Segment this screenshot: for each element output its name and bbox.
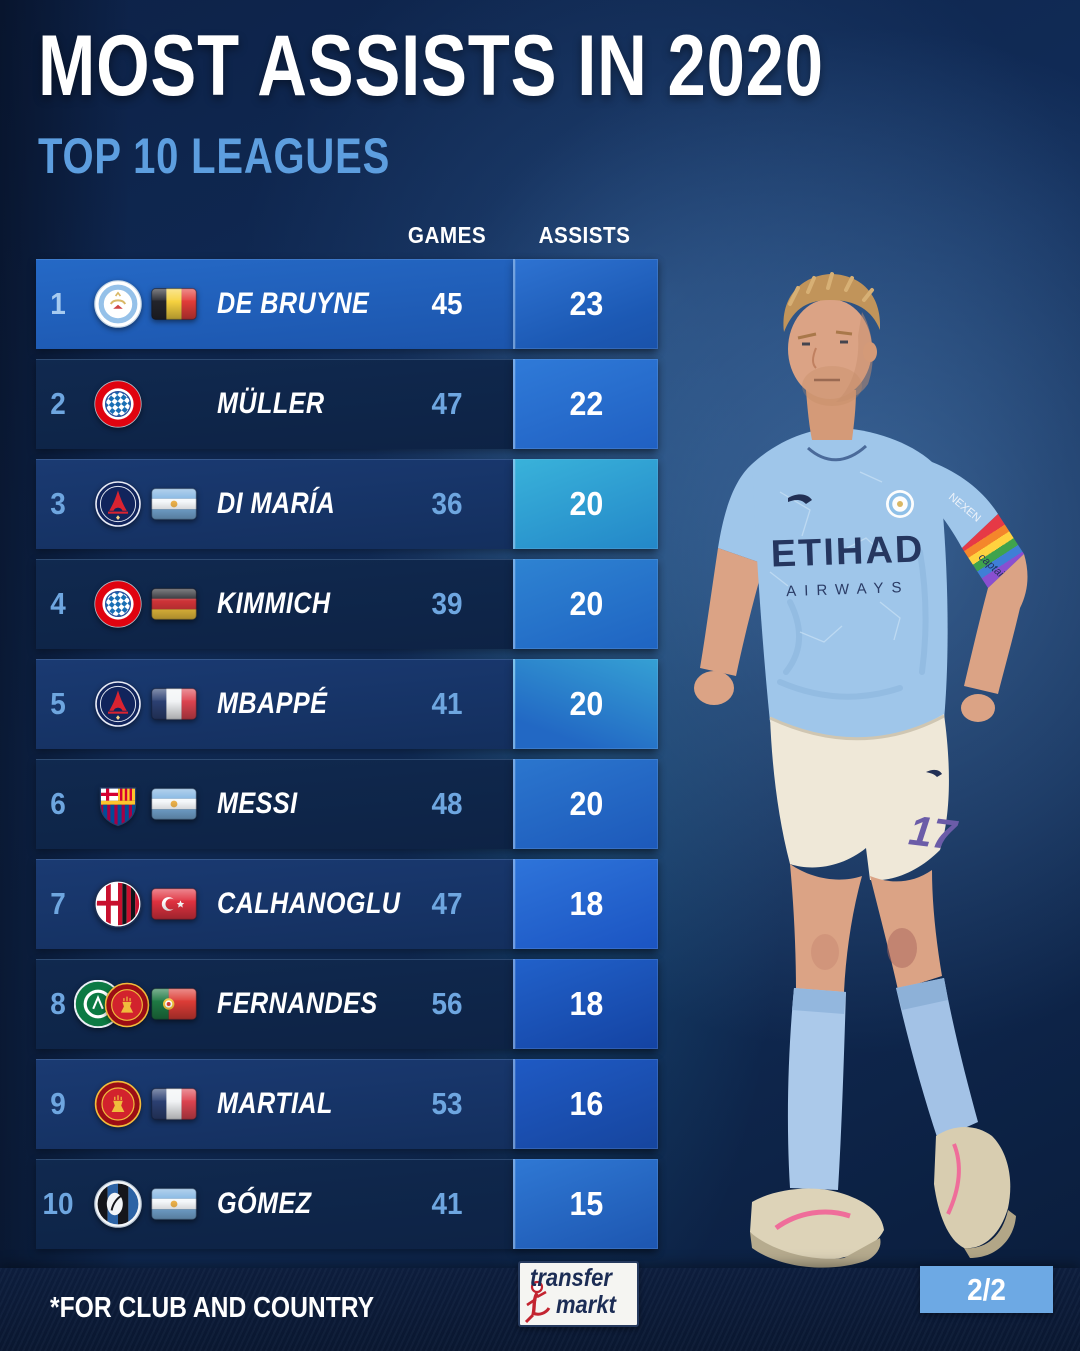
games-value: 41 — [431, 1186, 463, 1221]
club-badge-ac-milan — [94, 880, 142, 928]
games-value: 36 — [431, 486, 463, 521]
footer-bar: *FOR CLUB AND COUNTRY transfer markt 2/2 — [0, 1261, 1080, 1351]
flag-belgium — [151, 288, 197, 320]
assists-cell: 20 — [513, 759, 658, 849]
games-value: 56 — [431, 986, 463, 1021]
rank: 1 — [50, 286, 66, 321]
table-row: 7 CALHANOGLU 47 18 — [36, 859, 658, 949]
table-row: 10 GÓMEZ 41 15 — [36, 1159, 658, 1249]
table-row: 6 MESSI 48 20 — [36, 759, 658, 849]
flag-france — [151, 688, 197, 720]
assists-cell: 23 — [513, 259, 658, 349]
club-badge-psg — [94, 480, 142, 528]
assists-cell: 18 — [513, 959, 658, 1049]
games-value: 47 — [431, 386, 463, 421]
shirt-sponsor-text: ETIHAD — [770, 528, 925, 575]
club-badge-bayern-munich — [94, 580, 142, 628]
rank: 10 — [42, 1186, 74, 1221]
assists-cell: 18 — [513, 859, 658, 949]
flag-france — [151, 1088, 197, 1120]
assists-cell: 20 — [513, 659, 658, 749]
table-row: 4 KIMMICH 39 20 — [36, 559, 658, 649]
player-name: GÓMEZ — [217, 1187, 312, 1220]
table-row: 5 MBAPPÉ 41 20 — [36, 659, 658, 749]
club-badge-manchester-united — [104, 982, 150, 1028]
club-badge-manchester-united — [94, 1080, 142, 1128]
transfermarkt-figure-icon — [524, 1280, 551, 1324]
games-value: 45 — [431, 286, 463, 321]
table-row: 1 DE BRUYNE 45 23 — [36, 259, 658, 349]
footnote: *FOR CLUB AND COUNTRY — [50, 1292, 375, 1324]
player-name: KIMMICH — [217, 587, 331, 620]
rank: 3 — [50, 486, 66, 521]
shirt-sponsor-subtext: AIRWAYS — [786, 579, 910, 600]
club-badge-bayern-munich — [94, 380, 142, 428]
flag-argentina — [151, 488, 197, 520]
player-name: MESSI — [217, 787, 298, 820]
club-badge-atalanta — [94, 1180, 142, 1228]
assists-cell: 20 — [513, 459, 658, 549]
player-name: MARTIAL — [217, 1087, 333, 1120]
player-name: DI MARÍA — [217, 487, 336, 520]
player-name: FERNANDES — [217, 987, 378, 1020]
rank: 4 — [50, 586, 66, 621]
page-indicator: 2/2 — [920, 1266, 1053, 1313]
column-header-games: GAMES — [407, 222, 487, 248]
rank: 6 — [50, 786, 66, 821]
flag-argentina — [151, 788, 197, 820]
page-title: MOST ASSISTS IN 2020 — [38, 18, 824, 114]
games-value: 39 — [431, 586, 463, 621]
leaderboard-table: 1 DE BRUYNE 45 23 2 MÜLLER 47 22 3 DI MA… — [36, 259, 658, 1259]
games-value: 41 — [431, 686, 463, 721]
transfermarkt-logo: transfer markt — [518, 1261, 639, 1327]
rainbow-captain-armband — [962, 514, 1024, 588]
puma-logo-icon — [788, 494, 812, 504]
rank: 2 — [50, 386, 66, 421]
rank: 7 — [50, 886, 66, 921]
assists-cell: 15 — [513, 1159, 658, 1249]
rank: 8 — [50, 986, 66, 1021]
shorts-number: 17 — [906, 806, 960, 859]
player-photo: ETIHAD AIRWAYS NEXEN captain 17 — [694, 272, 1028, 1268]
assists-cell: 22 — [513, 359, 658, 449]
player-name: MÜLLER — [217, 387, 325, 420]
club-badge-psg — [94, 680, 142, 728]
rank: 5 — [50, 686, 66, 721]
table-row: 3 DI MARÍA 36 20 — [36, 459, 658, 549]
assists-cell: 16 — [513, 1059, 658, 1149]
flag-argentina — [151, 1188, 197, 1220]
table-row: 9 MARTIAL 53 16 — [36, 1059, 658, 1149]
games-value: 53 — [431, 1086, 463, 1121]
club-badge-manchester-city — [94, 280, 142, 328]
flag-portugal — [151, 988, 197, 1020]
flag-germany — [151, 588, 197, 620]
player-name: DE BRUYNE — [217, 287, 370, 320]
assists-cell: 20 — [513, 559, 658, 649]
page-subtitle: TOP 10 LEAGUES — [38, 128, 391, 184]
club-badge-barcelona — [94, 780, 142, 828]
table-row: 2 MÜLLER 47 22 — [36, 359, 658, 449]
table-row: 8 FERNANDES 56 18 — [36, 959, 658, 1049]
player-name: CALHANOGLU — [217, 887, 401, 920]
flag-turkey — [151, 888, 197, 920]
games-value: 48 — [431, 786, 463, 821]
column-header-assists: ASSISTS — [538, 222, 631, 248]
rank: 9 — [50, 1086, 66, 1121]
player-name: MBAPPÉ — [217, 687, 328, 720]
games-value: 47 — [431, 886, 463, 921]
